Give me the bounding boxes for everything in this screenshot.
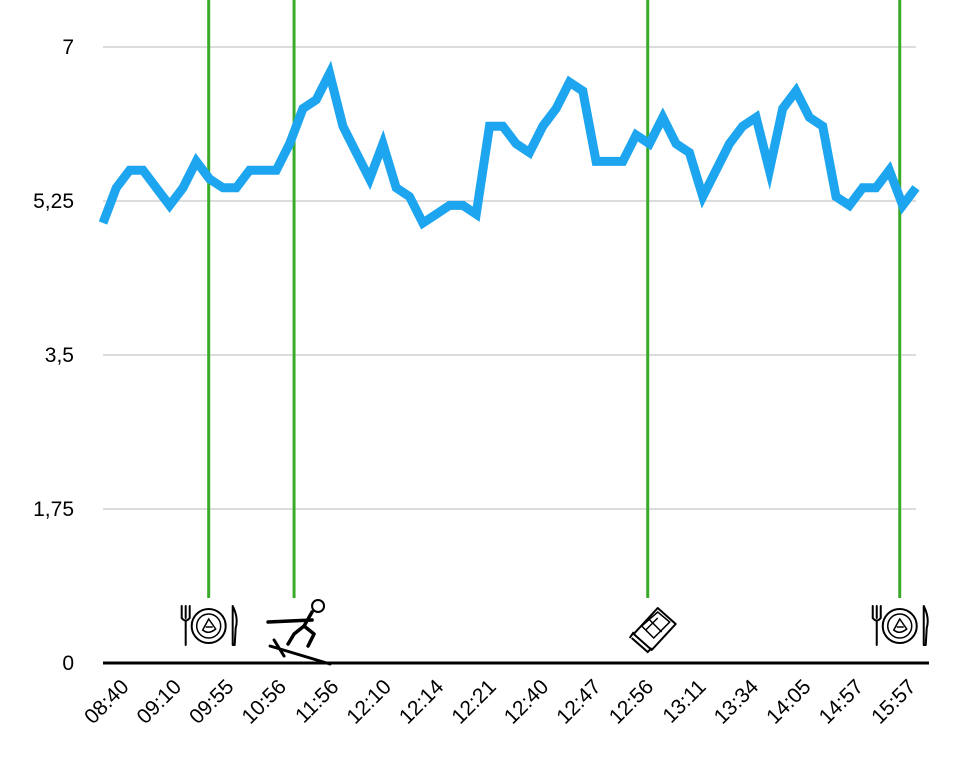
event-marker-lines bbox=[207, 0, 902, 598]
y-tick-label: 7 bbox=[62, 36, 74, 59]
x-tick-label: 13:34 bbox=[710, 675, 764, 729]
x-tick-label: 14:05 bbox=[762, 675, 815, 728]
y-tick-label: 5,25 bbox=[33, 190, 74, 213]
x-tick-label: 08:40 bbox=[80, 675, 133, 728]
x-tick-label: 11:56 bbox=[291, 675, 343, 727]
x-tick-label: 10:56 bbox=[238, 675, 291, 728]
x-tick-label: 15:57 bbox=[867, 675, 920, 728]
meal-icon bbox=[871, 605, 929, 646]
series-lines bbox=[98, 60, 920, 230]
x-tick-label: 12:40 bbox=[500, 675, 553, 728]
x-tick-label: 12:21 bbox=[447, 675, 500, 728]
y-tick-label: 0 bbox=[62, 652, 74, 675]
meal-icon bbox=[180, 605, 238, 646]
event-icons bbox=[180, 599, 929, 666]
x-tick-label: 12:56 bbox=[605, 675, 658, 728]
grid-lines bbox=[103, 46, 916, 510]
series-line bbox=[98, 60, 920, 230]
skiing-icon bbox=[266, 599, 332, 666]
y-tick-label: 3,5 bbox=[45, 344, 74, 367]
chocolate-bar-icon bbox=[628, 607, 677, 654]
x-tick-label: 09:10 bbox=[133, 675, 186, 728]
x-tick-label: 09:55 bbox=[185, 675, 238, 728]
x-tick-label: 12:14 bbox=[395, 675, 449, 729]
x-tick-label: 12:10 bbox=[342, 675, 395, 728]
x-tick-label: 14:57 bbox=[815, 675, 868, 728]
x-tick-label: 13:11 bbox=[658, 675, 710, 727]
y-axis-tick-labels: 0 1,75 3,5 5,25 7 bbox=[33, 36, 74, 675]
x-tick-label: 12:47 bbox=[552, 675, 605, 728]
x-axis-tick-labels: 08:40 09:10 09:55 10:56 11:56 12:10 12:14 12:21… bbox=[80, 675, 920, 729]
y-tick-label: 1,75 bbox=[33, 498, 74, 521]
